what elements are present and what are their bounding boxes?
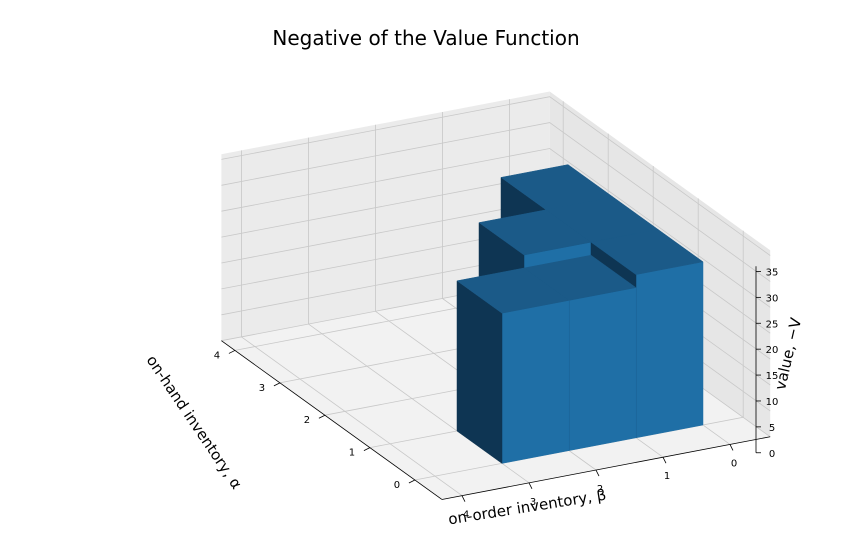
- x-axis-line: [441, 436, 771, 500]
- y-tick-mark: [363, 447, 371, 451]
- z-tick-label: 30: [766, 293, 779, 304]
- z-tick-label: 20: [766, 345, 779, 356]
- bars: [456, 164, 704, 464]
- bar-top-face: [478, 209, 592, 256]
- chart-title: Negative of the Value Function: [272, 26, 579, 50]
- y-tick-label: 3: [259, 383, 265, 394]
- z-tick-label: 25: [766, 319, 779, 330]
- y-tick-mark: [318, 414, 326, 419]
- y-tick-mark: [273, 382, 281, 387]
- y-axis-label: on-hand inventory, α: [143, 352, 246, 493]
- grid-line-z: [221, 96, 771, 256]
- x-tick-label: 0: [731, 458, 737, 469]
- x-tick-label: 1: [664, 471, 670, 482]
- grid-line-z: [221, 122, 771, 282]
- x-tick-mark: [461, 495, 466, 502]
- y-tick-label: 2: [304, 415, 310, 426]
- x-tick-label: 4: [463, 510, 469, 521]
- y-tick-mark: [408, 479, 416, 484]
- bar-top-face: [590, 229, 704, 275]
- y-tick-label: 4: [214, 350, 220, 361]
- x-tick-label: 2: [597, 484, 603, 495]
- tick-labels: 0 1 2 3 4 0 1 2 3 4 0 5 10 15 20 25 30 35: [214, 267, 779, 520]
- y-tick-label: 0: [394, 480, 400, 491]
- y-axis-line: [221, 340, 443, 500]
- bar-o2-h0: [456, 267, 570, 464]
- bar-front-face: [501, 300, 570, 464]
- grid-line-z: [221, 148, 771, 308]
- y-tick-mark: [228, 350, 236, 354]
- x-tick-mark: [662, 457, 667, 464]
- z-tick-label: 35: [766, 267, 779, 278]
- back-pane: [221, 91, 550, 341]
- x-tick-mark: [729, 444, 734, 451]
- bar-top-face: [456, 267, 570, 314]
- x-tick-mark: [595, 469, 600, 477]
- x-tick-label: 3: [530, 497, 536, 508]
- x-tick-mark: [528, 482, 533, 490]
- z-tick-label: 10: [766, 397, 779, 408]
- bar-front-face: [635, 261, 704, 439]
- z-tick-label: 0: [769, 449, 775, 460]
- z-tick-label: 5: [769, 423, 775, 434]
- bar-front-face: [568, 287, 637, 451]
- y-tick-label: 1: [349, 448, 355, 459]
- z-tick-label: 15: [766, 371, 779, 382]
